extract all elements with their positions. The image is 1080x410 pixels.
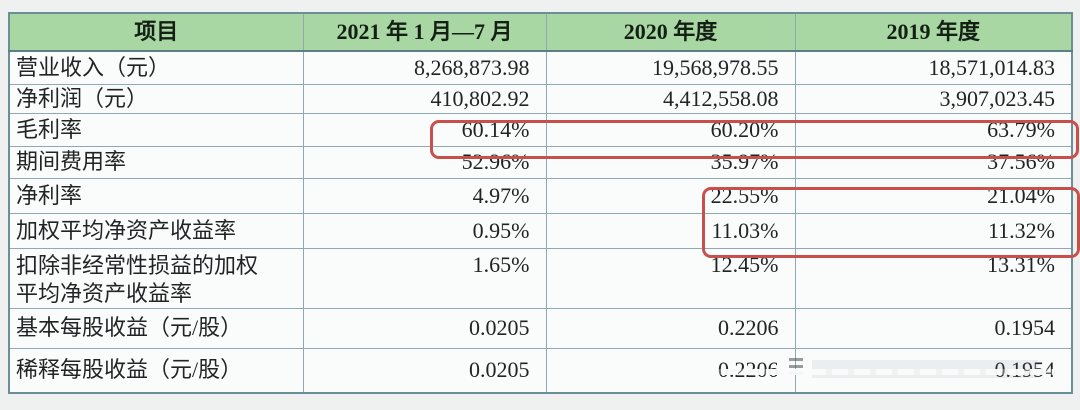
table-row: 净利率 4.97% 22.55% 21.04% (8, 177, 1073, 214)
highlight-box-gross-margin (430, 120, 1079, 159)
row-label: 基本每股收益（元/股） (8, 307, 304, 349)
cell-value: 4,412,558.08 (545, 83, 796, 114)
column-header-2020: 2020 年度 (545, 12, 796, 52)
cell-value: 0.1954 (794, 307, 1073, 349)
cell-value: 37.56% (794, 145, 1073, 179)
cell-value: 4.97% (302, 177, 547, 214)
cell-value: 0.95% (302, 212, 547, 249)
cell-value: 18,571,014.83 (794, 50, 1073, 85)
cell-value: 8,268,873.98 (302, 50, 547, 85)
highlight-box-net-margin-roe (702, 187, 1080, 258)
cell-value: 0.0205 (302, 307, 547, 349)
table-row: 营业收入（元） 8,268,873.98 19,568,978.55 18,57… (8, 50, 1073, 85)
column-header-2019: 2019 年度 (794, 12, 1073, 52)
table-row: 加权平均净资产收益率 0.95% 11.03% 11.32% (8, 212, 1073, 249)
cell-value: 22.55% (545, 177, 796, 214)
cell-value: 3,907,023.45 (794, 83, 1073, 114)
cell-value: 19,568,978.55 (545, 50, 796, 85)
table-row: 净利润（元） 410,802.92 4,412,558.08 3,907,023… (8, 83, 1073, 114)
cell-value: 35.97% (545, 145, 796, 179)
table-row: 基本每股收益（元/股） 0.0205 0.2206 0.1954 (8, 307, 1073, 349)
row-label: 毛利率 (8, 112, 304, 147)
column-header-2021: 2021 年 1 月—7 月 (302, 12, 547, 52)
row-label: 营业收入（元） (8, 50, 304, 85)
cell-value: 63.79% (794, 112, 1073, 147)
row-label: 加权平均净资产收益率 (8, 212, 304, 249)
row-label-text: 扣除非经常性损益的加权平均净资产收益率 (16, 252, 259, 306)
row-label: 净利率 (8, 177, 304, 214)
cell-value: 0.2206 (545, 307, 796, 349)
row-label: 期间费用率 (8, 145, 304, 179)
table-row: 毛利率 60.14% 60.20% 63.79% (8, 112, 1073, 147)
header-row: 项目 2021 年 1 月—7 月 2020 年度 2019 年度 (8, 12, 1073, 52)
cell-value: 1.65% (302, 247, 547, 309)
row-label: 稀释每股收益（元/股） (8, 347, 304, 394)
column-header-item: 项目 (8, 12, 304, 52)
row-label: 扣除非经常性损益的加权平均净资产收益率 (8, 247, 304, 309)
cell-value: 11.03% (545, 212, 796, 249)
watermark-artifact-stripe (700, 369, 1060, 375)
cell-value: 0.0205 (302, 347, 547, 394)
watermark-artifact-fragment (789, 358, 803, 378)
row-label: 净利润（元） (8, 83, 304, 114)
table-row: 期间费用率 52.96% 35.97% 37.56% (8, 145, 1073, 179)
cell-value: 11.32% (794, 212, 1073, 249)
cell-value: 410,802.92 (302, 83, 547, 114)
